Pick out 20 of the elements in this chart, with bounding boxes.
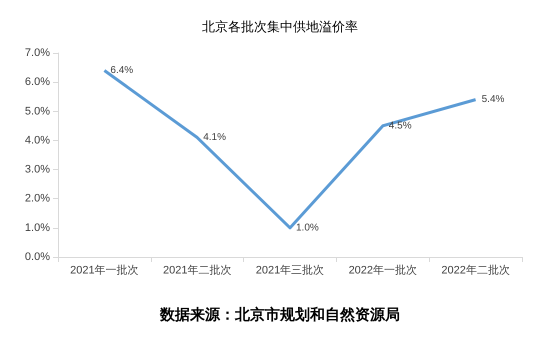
x-tick-label: 2021年一批次 [70, 264, 139, 276]
y-tick-label: 6.0% [24, 76, 50, 88]
y-tick-label: 7.0% [24, 47, 50, 59]
y-tick-label: 1.0% [24, 222, 50, 234]
y-tick-label: 3.0% [24, 164, 50, 176]
y-tick-label: 5.0% [24, 105, 50, 118]
y-tick-label: 2.0% [24, 192, 50, 205]
data-label: 1.0% [296, 222, 319, 234]
source-note: 数据来源：北京市规划和自然资源局 [159, 306, 400, 324]
data-label: 5.4% [482, 94, 504, 106]
y-tick-label: 0.0% [24, 251, 50, 263]
data-label: 4.5% [388, 120, 412, 132]
data-label: 6.4% [110, 64, 134, 76]
y-tick-label: 4.0% [24, 134, 50, 146]
x-tick-label: 2022年一批次 [348, 264, 418, 276]
x-tick-label: 2022年二批次 [441, 264, 510, 276]
data-label: 4.1% [203, 132, 226, 144]
x-tick-label: 2021年三批次 [256, 264, 324, 276]
chart-title: 北京各批次集中供地溢价率 [202, 19, 358, 35]
x-tick-label: 2021年二批次 [162, 264, 232, 276]
